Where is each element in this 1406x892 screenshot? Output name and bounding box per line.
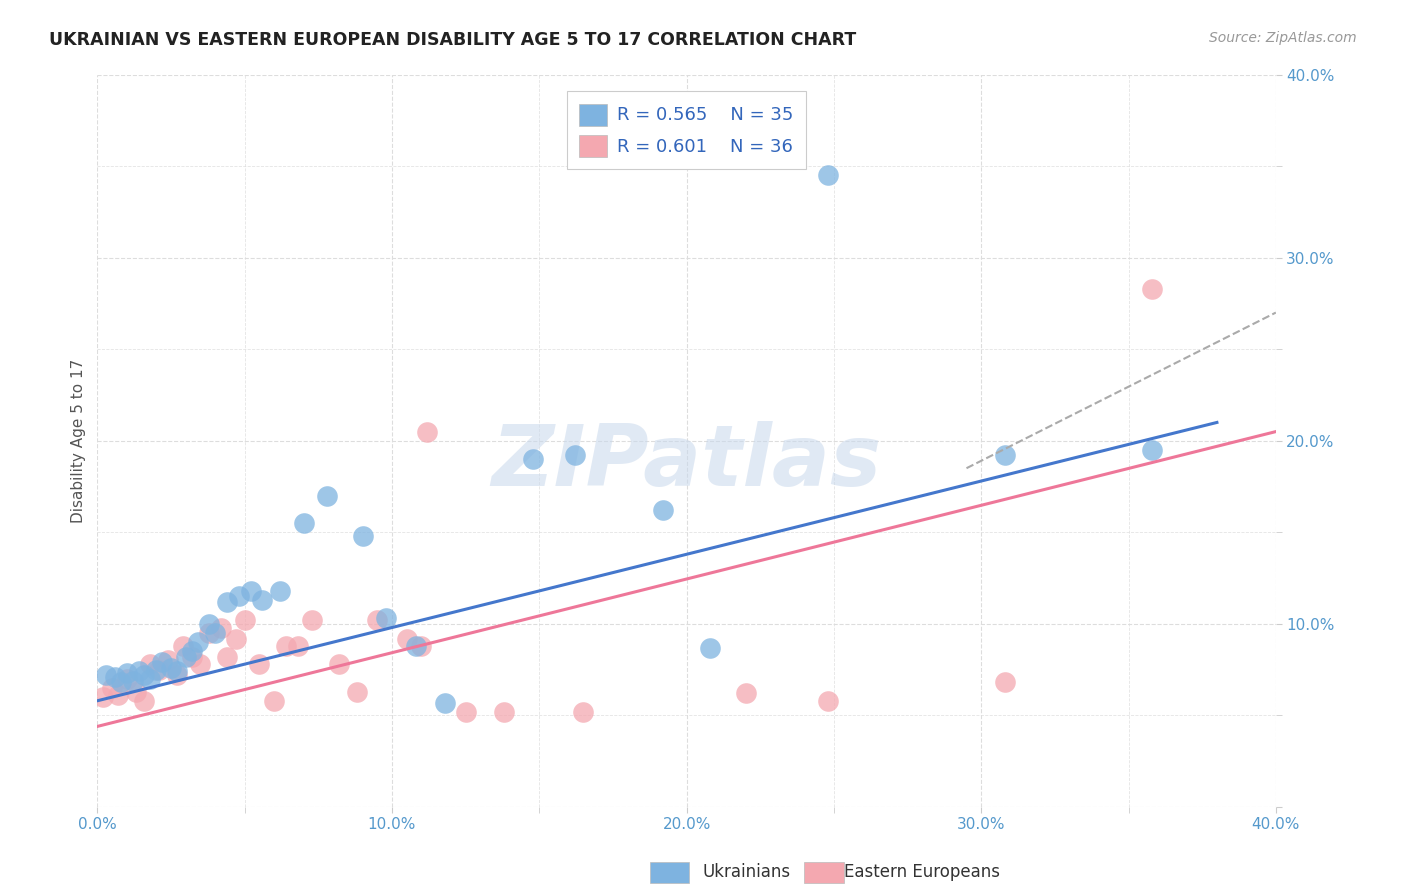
Point <box>269 583 291 598</box>
Legend: R = 0.565    N = 35, R = 0.601    N = 36: R = 0.565 N = 35, R = 0.601 N = 36 <box>567 91 807 169</box>
Point <box>148 663 170 677</box>
Point <box>652 503 675 517</box>
Point <box>198 626 221 640</box>
Point <box>145 663 167 677</box>
Text: UKRAINIAN VS EASTERN EUROPEAN DISABILITY AGE 5 TO 17 CORRELATION CHART: UKRAINIAN VS EASTERN EUROPEAN DISABILITY… <box>49 31 856 49</box>
Text: Eastern Europeans: Eastern Europeans <box>844 863 1000 881</box>
Point <box>395 632 418 646</box>
Point <box>263 694 285 708</box>
Point <box>522 452 544 467</box>
Point <box>160 661 183 675</box>
Point <box>166 668 188 682</box>
Point <box>346 684 368 698</box>
Point <box>139 672 162 686</box>
Point <box>110 675 132 690</box>
Point <box>274 639 297 653</box>
Point <box>204 626 226 640</box>
Point <box>228 590 250 604</box>
Point <box>994 449 1017 463</box>
Point <box>375 611 398 625</box>
Point <box>366 613 388 627</box>
Point <box>101 681 124 695</box>
Point <box>405 639 427 653</box>
Point <box>180 644 202 658</box>
Point <box>115 672 138 686</box>
Text: Ukrainians: Ukrainians <box>703 863 792 881</box>
Point <box>492 705 515 719</box>
Point <box>225 632 247 646</box>
Point <box>124 684 146 698</box>
Point <box>107 688 129 702</box>
Point <box>134 668 156 682</box>
Point <box>166 665 188 679</box>
Point <box>434 696 457 710</box>
Point <box>734 686 756 700</box>
Point <box>91 690 114 705</box>
Point <box>817 694 839 708</box>
Point <box>301 613 323 627</box>
Point <box>1140 282 1163 296</box>
Point <box>411 639 433 653</box>
Point <box>157 653 180 667</box>
Point <box>186 635 208 649</box>
Point <box>454 705 477 719</box>
Point <box>233 613 256 627</box>
Point <box>180 649 202 664</box>
Point <box>190 657 212 672</box>
Point <box>817 168 839 182</box>
Y-axis label: Disability Age 5 to 17: Disability Age 5 to 17 <box>72 359 86 523</box>
Point <box>292 516 315 530</box>
Point <box>252 593 274 607</box>
Point <box>104 670 127 684</box>
Point <box>121 673 143 688</box>
Point <box>115 666 138 681</box>
Point <box>198 616 221 631</box>
Point <box>316 489 339 503</box>
Text: Source: ZipAtlas.com: Source: ZipAtlas.com <box>1209 31 1357 45</box>
Point <box>128 665 150 679</box>
Point <box>139 657 162 672</box>
Point <box>994 675 1017 690</box>
Point <box>352 529 374 543</box>
Point <box>134 694 156 708</box>
Point <box>247 657 270 672</box>
Point <box>572 705 595 719</box>
Point <box>150 656 173 670</box>
Point <box>215 595 238 609</box>
Point <box>699 640 721 655</box>
Point <box>96 668 118 682</box>
Point <box>209 621 232 635</box>
Point <box>564 449 586 463</box>
Point <box>239 583 262 598</box>
Text: ZIPatlas: ZIPatlas <box>492 421 882 504</box>
Point <box>328 657 350 672</box>
Point <box>174 649 197 664</box>
Point <box>287 639 309 653</box>
Point <box>215 649 238 664</box>
Point <box>172 639 194 653</box>
Point <box>1140 442 1163 457</box>
Point <box>416 425 439 439</box>
